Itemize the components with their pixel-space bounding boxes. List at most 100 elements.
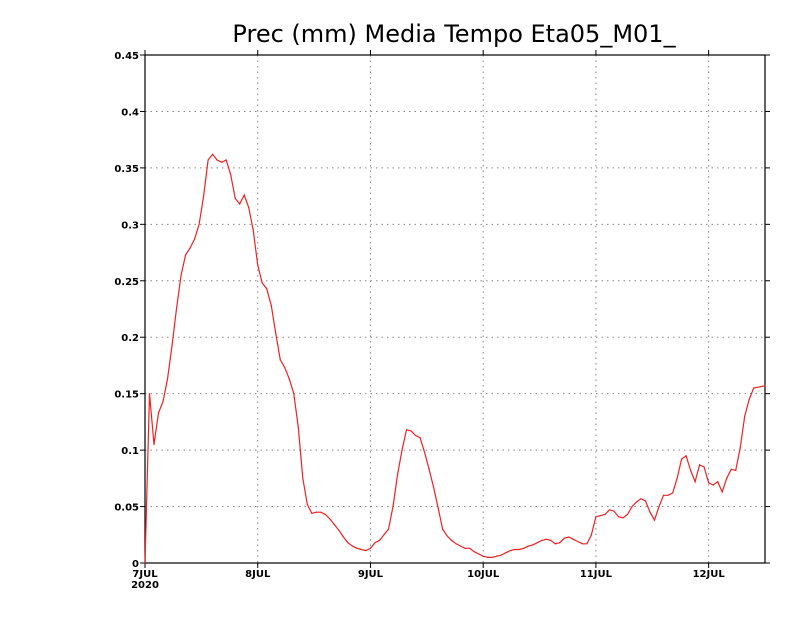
y-tick-label: 0.45	[114, 51, 139, 62]
data-point	[293, 393, 295, 395]
data-point	[270, 305, 272, 307]
data-point	[442, 528, 444, 530]
data-point	[455, 543, 457, 545]
data-point	[342, 536, 344, 538]
data-point	[667, 494, 669, 496]
data-point	[739, 447, 741, 449]
data-point	[414, 434, 417, 436]
data-point	[433, 486, 435, 488]
data-point	[518, 548, 520, 551]
data-point	[428, 468, 430, 470]
data-point	[387, 528, 390, 530]
data-point	[212, 153, 214, 155]
data-point	[252, 229, 254, 231]
data-point	[279, 359, 281, 361]
data-point	[545, 538, 547, 540]
data-point	[460, 545, 462, 547]
data-point	[221, 161, 223, 163]
data-point	[464, 547, 466, 549]
data-point	[478, 553, 480, 555]
y-tick-label: 0.2	[121, 333, 139, 344]
data-point	[640, 498, 642, 500]
data-point	[699, 464, 701, 466]
data-point	[595, 516, 597, 518]
data-point	[572, 538, 575, 540]
y-axis: 0 0.05 0.1 0.15 0.2 0.25 0.3 0.35 0.4 0.45	[114, 51, 770, 570]
data-point	[424, 451, 426, 453]
data-point	[338, 529, 340, 531]
data-point	[315, 511, 317, 513]
data-point	[311, 512, 313, 514]
x-tick-label: 11JUL	[580, 569, 613, 580]
data-point	[360, 548, 362, 551]
data-point	[532, 544, 534, 546]
data-point	[590, 534, 593, 536]
data-point	[662, 494, 665, 496]
data-point	[365, 550, 367, 552]
data-point	[712, 484, 714, 486]
data-point	[496, 555, 498, 557]
data-point	[288, 378, 290, 380]
data-point	[410, 430, 412, 432]
data-point	[554, 543, 556, 545]
data-point	[550, 539, 552, 542]
data-point	[541, 539, 543, 542]
data-point	[351, 545, 353, 547]
series-line	[144, 153, 766, 564]
data-point	[491, 556, 493, 559]
data-point	[248, 206, 250, 208]
data-point	[690, 469, 692, 471]
data-point	[708, 482, 710, 484]
data-point	[234, 197, 236, 199]
data-point	[717, 481, 719, 483]
data-point	[505, 552, 507, 554]
data-point	[401, 449, 403, 451]
data-point	[644, 500, 647, 502]
y-tick-label: 0.25	[114, 277, 139, 288]
x-tick-label: 10JUL	[467, 569, 500, 580]
data-point	[378, 539, 381, 542]
data-point	[207, 159, 209, 161]
y-tick-label: 0	[132, 559, 139, 570]
y-tick-label: 0.05	[114, 503, 139, 514]
data-point	[405, 429, 408, 431]
data-point	[613, 510, 615, 512]
data-point	[523, 547, 525, 549]
data-point	[509, 550, 511, 552]
data-point	[356, 547, 358, 549]
data-point	[559, 542, 561, 544]
data-point	[333, 524, 335, 526]
data-point	[302, 477, 304, 479]
data-point	[225, 159, 227, 161]
data-point	[635, 501, 638, 503]
y-tick-label: 0.35	[114, 164, 139, 175]
data-point	[419, 437, 421, 439]
data-point	[166, 378, 169, 380]
data-point	[694, 481, 696, 483]
data-point	[180, 274, 182, 276]
data-point	[451, 539, 453, 542]
data-point	[626, 513, 629, 516]
data-point	[275, 333, 277, 335]
y-tick-label: 0.3	[121, 220, 139, 231]
data-point	[482, 555, 484, 557]
data-point	[744, 415, 746, 417]
data-point	[383, 534, 385, 536]
data-point	[148, 393, 151, 395]
data-point	[189, 247, 191, 249]
data-point	[446, 535, 448, 537]
data-point	[198, 223, 200, 225]
data-point	[536, 542, 538, 544]
data-point	[329, 518, 331, 520]
chart-title: Prec (mm) Media Tempo Eta05_M01_	[232, 20, 676, 48]
x-tick-label: 8JUL	[245, 569, 271, 580]
data-point	[703, 466, 705, 468]
data-point	[604, 513, 606, 516]
data-point	[487, 556, 489, 559]
data-point	[685, 455, 687, 457]
data-point	[320, 511, 322, 513]
data-point	[157, 412, 160, 414]
data-point	[239, 203, 241, 205]
